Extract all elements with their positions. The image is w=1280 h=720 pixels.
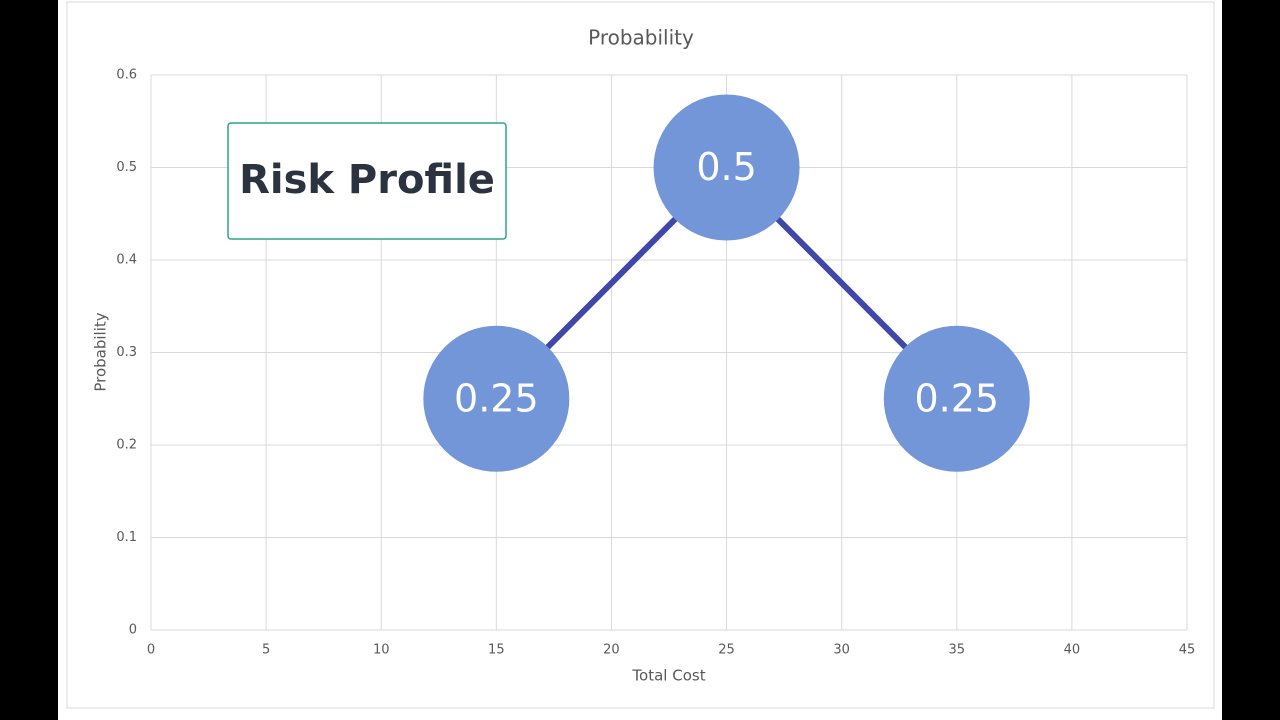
x-axis-label: Total Cost — [631, 667, 705, 685]
x-tick-label: 10 — [373, 643, 390, 658]
x-tick-label: 5 — [262, 643, 270, 658]
y-tick-label: 0 — [129, 623, 137, 638]
chart-area — [66, 1, 1215, 709]
data-label: 0.25 — [914, 376, 999, 420]
annotation-box — [227, 122, 507, 240]
marker — [883, 325, 1030, 472]
y-tick-label: 0.3 — [116, 345, 137, 360]
y-tick-label: 0.4 — [116, 253, 137, 268]
y-tick-label: 0.6 — [116, 68, 137, 83]
x-tick-label: 35 — [949, 643, 966, 658]
chart-title: Probability — [588, 26, 694, 50]
marker — [653, 94, 800, 241]
marker — [423, 325, 570, 472]
x-tick-label: 40 — [1064, 643, 1081, 658]
x-tick-label: 15 — [488, 643, 505, 658]
plot: 0 0.1 0.2 0.3 0.4 0.5 0.6 0 5 10 15 20 25 30 35 40 45 0.2… — [116, 68, 1195, 658]
annotation: Risk Profile — [239, 157, 495, 203]
data-label: 0.25 — [454, 376, 539, 420]
y-tick-label: 0.2 — [116, 438, 137, 453]
x-tick-label: 0 — [147, 643, 155, 658]
y-tick-label: 0.5 — [116, 160, 137, 175]
x-tick-label: 20 — [603, 643, 620, 658]
y-tick-label: 0.1 — [116, 530, 137, 545]
x-tick-label: 25 — [718, 643, 735, 658]
data-label: 0.5 — [696, 145, 756, 189]
x-tick-label: 45 — [1179, 643, 1196, 658]
x-tick-label: 30 — [833, 643, 850, 658]
y-axis-label: Probability — [92, 312, 110, 391]
